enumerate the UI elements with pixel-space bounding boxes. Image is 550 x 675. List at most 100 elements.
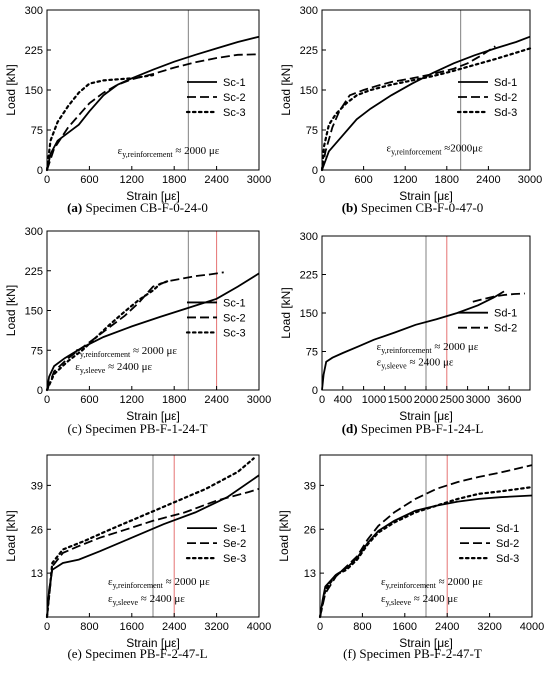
annotation-subscript: y,reinforcement [391,147,442,156]
annotation: εy,sleeve ≈ 2400 με [381,593,458,607]
x-tick-label: 2400 [476,174,500,186]
annotation: εy,reinforcement ≈ 2000 με [118,145,220,159]
annotation-value: ≈ 2000 με [173,145,220,157]
legend-label: Sd-2 [494,323,517,335]
series-line [46,35,260,171]
y-tick-label: 300 [300,5,318,17]
annotation-symbol: ε [108,576,113,588]
x-tick-label: 0 [44,394,50,406]
x-tick-label: 1200 [120,174,144,186]
panel-caption: (c) Specimen PB-F-1-24-T [0,421,275,437]
y-axis-label: Load [kN] [277,510,291,561]
annotation-subscript: y,reinforcement [381,346,432,355]
series-line [321,35,531,171]
x-tick-label: 1800 [435,174,459,186]
y-tick-label: 0 [312,385,318,397]
x-axis-label: Strain [με] [399,409,453,423]
x-axis-label: Strain [με] [399,636,453,650]
annotation-symbol: ε [75,345,80,357]
annotation-symbol: ε [381,593,386,605]
x-tick-label: 3000 [466,394,490,406]
y-tick-label: 39 [31,480,43,492]
x-tick-label: 600 [354,174,372,186]
annotation-value: ≈ 2400 με [105,361,152,373]
legend-label: Se-2 [223,538,246,550]
series-line [45,74,155,172]
series-line [319,494,533,618]
y-tick-label: 0 [37,165,43,177]
caption-text: Specimen CB-F-0-47-0 [360,200,484,215]
series-line [472,292,525,303]
annotation-symbol: ε [75,361,80,373]
x-tick-label: 4000 [520,621,544,633]
series-line [321,45,496,171]
annotation-symbol: ε [377,356,382,368]
annotation: εy,reinforcement ≈ 2000 με [381,576,483,590]
series-line [45,457,255,619]
y-tick-label: 75 [31,125,43,137]
y-tick-label: 13 [31,568,43,580]
caption-text: Specimen PB-F-2-47-L [85,646,208,661]
x-tick-label: 800 [80,621,98,633]
legend-label: Sd-1 [494,308,517,320]
annotation-value: ≈ 2000 με [432,341,479,353]
x-tick-label: 1200 [393,174,417,186]
legend-label: Sc-1 [223,297,246,309]
x-tick-label: 2400 [162,621,186,633]
annotation-value: ≈ 2400 με [411,593,458,605]
panel-caption: (b) Specimen CB-F-0-47-0 [275,200,550,216]
x-tick-label: 3200 [477,621,501,633]
annotation: εy,sleeve ≈ 2400 με [108,593,185,607]
x-axis-label: Strain [με] [126,189,180,203]
x-tick-label: 1500 [388,394,412,406]
annotation-subscript: y,reinforcement [122,150,173,159]
annotation: εy,reinforcement ≈ 2000 με [377,341,479,355]
annotation: εy,reinforcement ≈ 2000 με [108,576,210,590]
legend-label: Sd-1 [496,523,519,535]
y-axis-label: Load [kN] [4,64,18,115]
x-tick-label: 0 [44,174,50,186]
legend-label: Sd-3 [494,107,517,119]
panel-caption: (f) Specimen PB-F-2-47-T [275,646,550,662]
y-tick-label: 0 [312,165,318,177]
y-axis-label: Load [kN] [279,287,293,338]
x-tick-label: 1600 [120,621,144,633]
y-axis-label: Load [kN] [4,510,18,561]
caption-tag: (d) [341,421,358,436]
y-tick-label: 300 [25,226,43,238]
annotation-subscript: y,sleeve [80,366,106,375]
y-tick-label: 26 [304,524,316,536]
x-axis-label: Strain [με] [126,409,180,423]
series-line [321,290,505,391]
caption-tag: (a) [67,200,83,215]
x-tick-label: 1800 [162,394,186,406]
x-tick-label: 3600 [497,394,521,406]
legend-label: Se-1 [223,523,246,535]
x-tick-label: 1200 [120,394,144,406]
legend-label: Sc-3 [223,327,246,339]
legend-label: Sd-3 [496,553,519,565]
series-line [318,486,534,619]
annotation-symbol: ε [386,142,391,154]
x-tick-label: 400 [334,394,352,406]
x-tick-label: 1000 [362,394,386,406]
annotation-subscript: y,sleeve [113,598,139,607]
annotation-symbol: ε [377,341,382,353]
annotation: εy,reinforcement ≈2000με [386,142,483,156]
annotation-subscript: y,reinforcement [113,581,164,590]
y-tick-label: 300 [25,5,43,17]
legend-label: Sd-2 [494,92,517,104]
legend-label: Sc-2 [223,92,246,104]
y-tick-label: 75 [31,345,43,357]
series-line [46,271,224,391]
series-line [45,280,169,392]
caption-tag: (c) [67,421,82,436]
x-tick-label: 2400 [204,174,228,186]
x-tick-label: 1600 [393,621,417,633]
x-tick-label: 2500 [440,394,464,406]
x-tick-label: 0 [317,621,323,633]
x-tick-label: 3000 [247,394,271,406]
legend-label: Sd-1 [494,77,517,89]
